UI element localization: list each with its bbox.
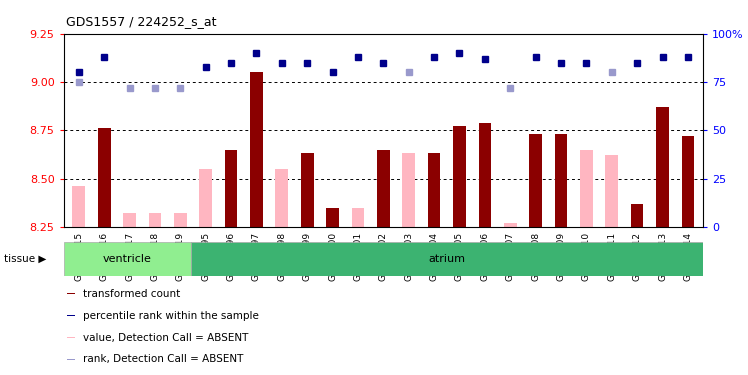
Bar: [656, 107, 669, 227]
Bar: [191, 242, 703, 276]
Bar: [67, 315, 75, 316]
Bar: [453, 126, 466, 227]
Text: ventricle: ventricle: [103, 254, 152, 264]
Text: transformed count: transformed count: [82, 289, 180, 298]
Bar: [555, 134, 567, 227]
Bar: [67, 293, 75, 294]
Bar: [326, 208, 339, 227]
Bar: [123, 213, 136, 227]
Bar: [681, 136, 694, 227]
Bar: [64, 242, 191, 276]
Bar: [174, 213, 187, 227]
Text: tissue ▶: tissue ▶: [4, 254, 46, 264]
Bar: [580, 150, 592, 227]
Bar: [67, 358, 75, 360]
Bar: [530, 134, 542, 227]
Bar: [275, 169, 288, 227]
Bar: [98, 128, 111, 227]
Bar: [402, 153, 415, 227]
Bar: [479, 123, 491, 227]
Bar: [352, 208, 364, 227]
Bar: [428, 153, 441, 227]
Bar: [631, 204, 643, 227]
Bar: [504, 223, 517, 227]
Text: GDS1557 / 224252_s_at: GDS1557 / 224252_s_at: [66, 15, 217, 28]
Bar: [605, 155, 618, 227]
Text: rank, Detection Call = ABSENT: rank, Detection Call = ABSENT: [82, 354, 243, 364]
Text: percentile rank within the sample: percentile rank within the sample: [82, 310, 258, 321]
Text: value, Detection Call = ABSENT: value, Detection Call = ABSENT: [82, 333, 248, 342]
Bar: [67, 337, 75, 338]
Bar: [301, 153, 313, 227]
Bar: [200, 169, 212, 227]
Bar: [224, 150, 237, 227]
Bar: [377, 150, 390, 227]
Bar: [73, 186, 85, 227]
Text: atrium: atrium: [429, 254, 466, 264]
Bar: [149, 213, 162, 227]
Bar: [250, 72, 263, 227]
